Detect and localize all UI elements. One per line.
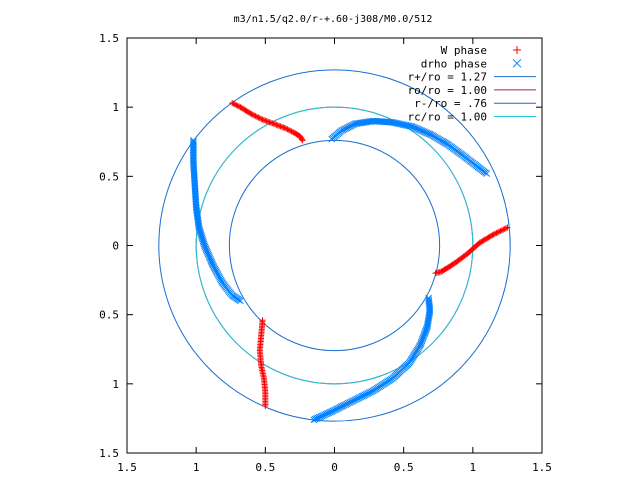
drho-phase-point-d: [207, 255, 214, 263]
drho-phase-point-d: [190, 149, 197, 157]
drho-phase-point-d: [203, 247, 211, 255]
drho-phase-point-d: [197, 231, 205, 239]
circle-r-: [228, 139, 441, 352]
drho-phase-point-d: [207, 257, 215, 265]
drho-phase-point-d: [204, 249, 211, 256]
drho-phase-point-d: [205, 251, 212, 259]
drho-phase-point-d: [190, 152, 197, 160]
drho-phase-point-d: [423, 129, 431, 137]
drho-phase-point-d: [205, 253, 213, 260]
drho-phase-point-d: [421, 128, 428, 136]
drho-phase-point-d: [190, 143, 197, 151]
drho-phase-point-d: [416, 126, 424, 134]
drho-phase-point-d: [199, 237, 207, 245]
drho-phase-point-d: [425, 296, 433, 303]
y-tick-label: 1: [112, 378, 119, 391]
drho-phase-point-d: [425, 294, 432, 302]
drho-phase-point-d: [419, 127, 427, 135]
drho-phase-point-d: [196, 227, 204, 234]
legend-label: r+/ro = 1.27: [408, 71, 487, 84]
legend-label: drho phase: [421, 57, 487, 70]
y-tick-label: 0.5: [99, 309, 119, 322]
drho-phase-point-d: [200, 239, 207, 246]
drho-phase-point-d: [408, 123, 416, 130]
drho-phase-point-d: [237, 297, 244, 305]
drho-phase-point-d: [190, 154, 197, 162]
legend-label: W phase: [441, 44, 487, 57]
x-tick-label: 1: [470, 461, 477, 474]
y-tick-label: 1.5: [99, 32, 119, 45]
drho-phase-point-d: [407, 122, 414, 130]
drho-phase-point-d: [405, 122, 413, 130]
drho-phase-point-d: [199, 236, 206, 243]
drho-phase-point-d: [201, 243, 209, 251]
x-tick-label: 1.5: [117, 461, 137, 474]
x-tick-label: 0.5: [255, 461, 275, 474]
drho-phase-point-d: [418, 127, 426, 135]
y-tick-label: 1: [112, 101, 119, 114]
drho-phase-point-d: [204, 250, 212, 258]
radius-circles: [158, 69, 511, 422]
drho-phase-point-d: [411, 124, 419, 132]
drho-phase-point-d: [200, 240, 208, 248]
drho-phase-point-d: [190, 146, 197, 154]
axis-ticks: 1.5 1 0.5 0 0.5 1 1.51.510.500.511.5: [99, 32, 552, 474]
legend-label: r-/ro = .76: [414, 97, 487, 110]
x-tick-label: 1: [193, 461, 200, 474]
drho-phase-point-d: [190, 141, 197, 149]
x-tick-label: 0.5: [394, 461, 414, 474]
drho-phase-point-d: [202, 244, 210, 252]
drho-phase-point-d: [190, 144, 197, 152]
y-tick-label: 0.5: [99, 170, 119, 183]
x-tick-label: 1.5: [532, 461, 552, 474]
drho-phase-point-d: [190, 140, 197, 147]
x-tick-label: 0: [331, 461, 338, 474]
drho-phase-point-d: [196, 228, 204, 236]
legend-drho-symbol-d: [512, 58, 522, 68]
drho-phase-point-d: [206, 254, 214, 262]
drho-phase-point-d: [190, 138, 197, 146]
drho-phase-point-d: [425, 297, 433, 305]
drho-phase-point-d: [415, 126, 423, 133]
legend-label: ro/ro = 1.00: [408, 84, 487, 97]
circle-r+: [158, 69, 511, 422]
drho-phase-point-d: [409, 123, 417, 131]
drho-phase-point-d: [422, 129, 430, 136]
drho-phase-point-d: [196, 225, 203, 233]
drho-phase-point-d: [198, 234, 206, 242]
legend-label: rc/ro = 1.00: [408, 111, 487, 124]
drho-phase-point-d: [426, 130, 434, 138]
drho-phase-point-d: [201, 242, 208, 249]
drho-phase-point-d: [425, 130, 432, 138]
drho-phase-point-d: [190, 137, 197, 144]
y-tick-label: 1.5: [99, 447, 119, 460]
drho-phase-point-d: [198, 233, 206, 240]
chart-title: m3/n1.5/q2.0/r-+.60-j308/M0.0/512: [234, 14, 433, 25]
drho-phase-point-d: [195, 224, 203, 231]
phase-points: [190, 100, 511, 424]
drho-phase-point-d: [208, 258, 215, 266]
drho-phase-point-d: [202, 246, 210, 254]
drho-phase-point-d: [412, 124, 420, 132]
drho-phase-point-d: [190, 148, 197, 155]
drho-phase-point-d: [208, 260, 216, 267]
drho-phase-point-d: [190, 151, 197, 158]
drho-phase-point-d: [197, 230, 205, 237]
drho-phase-point-d: [483, 170, 491, 177]
circle-ro: [195, 106, 474, 385]
drho-phase-point-d: [414, 125, 421, 133]
circle-rc: [195, 106, 474, 385]
y-tick-label: 0: [112, 240, 119, 253]
